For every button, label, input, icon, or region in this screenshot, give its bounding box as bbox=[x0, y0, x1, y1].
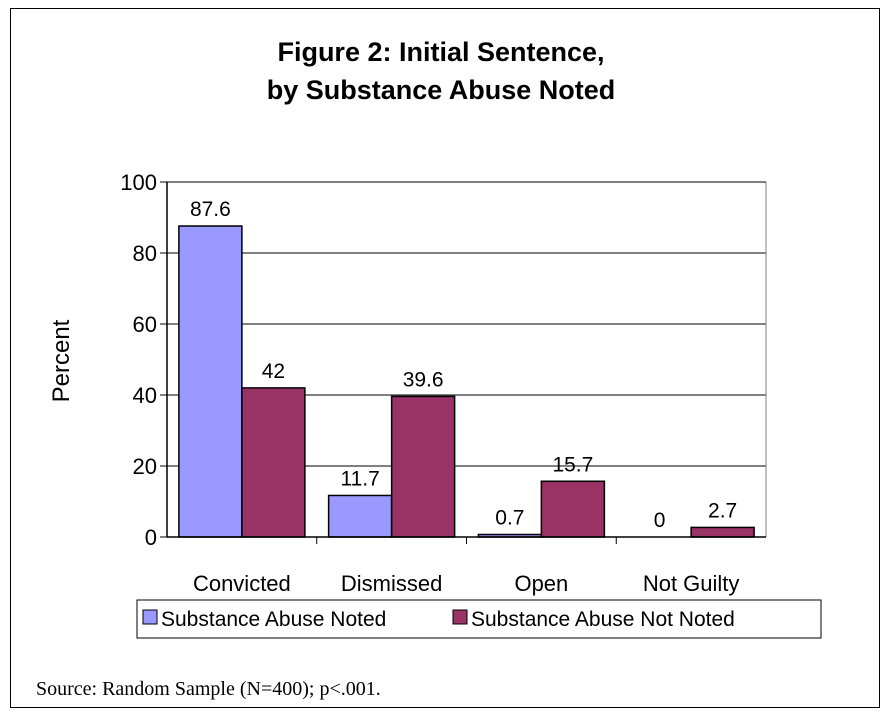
x-tick-label-dismissed: Dismissed bbox=[341, 571, 442, 596]
y-axis-label: Percent bbox=[48, 319, 75, 402]
x-tick-label-open: Open bbox=[514, 571, 568, 596]
bar-substance-abuse-not-noted-not-guilty bbox=[690, 526, 755, 538]
chart-frame: Figure 2: Initial Sentence, by Substance… bbox=[10, 8, 880, 708]
y-tick-label-20: 20 bbox=[133, 454, 157, 479]
data-label-substance-abuse-noted-dismissed: 11.7 bbox=[340, 467, 379, 490]
bar-substance-abuse-not-noted-dismissed bbox=[390, 395, 456, 538]
x-tick-label-convicted: Convicted bbox=[193, 571, 291, 596]
chart-title-line-1: Figure 2: Initial Sentence, bbox=[277, 37, 604, 67]
data-label-substance-abuse-not-noted-not-guilty: 2.7 bbox=[708, 499, 737, 522]
chart-title-line-2: by Substance Abuse Noted bbox=[267, 75, 616, 105]
bar-substance-abuse-noted-convicted bbox=[178, 225, 243, 538]
y-tick-label-0: 0 bbox=[145, 525, 157, 550]
chart-canvas: Figure 2: Initial Sentence, by Substance… bbox=[36, 37, 822, 700]
source-note: Source: Random Sample (N=400); p<.001. bbox=[36, 678, 381, 700]
data-label-substance-abuse-not-noted-open: 15.7 bbox=[552, 453, 593, 476]
legend-label-substance-abuse-noted: Substance Abuse Noted bbox=[161, 608, 386, 631]
legend-swatch-substance-abuse-not-noted bbox=[452, 609, 468, 625]
legend-box bbox=[136, 599, 822, 639]
y-tick-label-100: 100 bbox=[120, 170, 157, 195]
bar-substance-abuse-noted-dismissed bbox=[327, 494, 393, 538]
data-label-substance-abuse-noted-open: 0.7 bbox=[495, 507, 524, 530]
legend-label-substance-abuse-not-noted: Substance Abuse Not Noted bbox=[471, 608, 735, 631]
bar-substance-abuse-not-noted-open bbox=[540, 480, 606, 538]
y-tick-label-80: 80 bbox=[133, 241, 157, 266]
data-label-substance-abuse-noted-convicted: 87.6 bbox=[190, 198, 231, 221]
x-tick-label-not-guilty: Not Guilty bbox=[643, 571, 740, 596]
y-tick-label-60: 60 bbox=[133, 312, 157, 337]
bar-substance-abuse-not-noted-convicted bbox=[241, 387, 306, 538]
y-tick-label-40: 40 bbox=[133, 383, 157, 408]
data-label-substance-abuse-noted-not-guilty: 0 bbox=[654, 509, 666, 532]
legend-swatch-substance-abuse-noted bbox=[142, 609, 158, 625]
data-label-substance-abuse-not-noted-convicted: 42 bbox=[262, 360, 285, 383]
axes bbox=[160, 181, 766, 544]
data-label-substance-abuse-not-noted-dismissed: 39.6 bbox=[403, 368, 444, 391]
labels: 0 20 40 60 80 100 87.6 42 Convicted 11.7 39.6 Dismi… bbox=[120, 170, 739, 596]
legend: Substance Abuse Noted Substance Abuse No… bbox=[136, 599, 822, 639]
